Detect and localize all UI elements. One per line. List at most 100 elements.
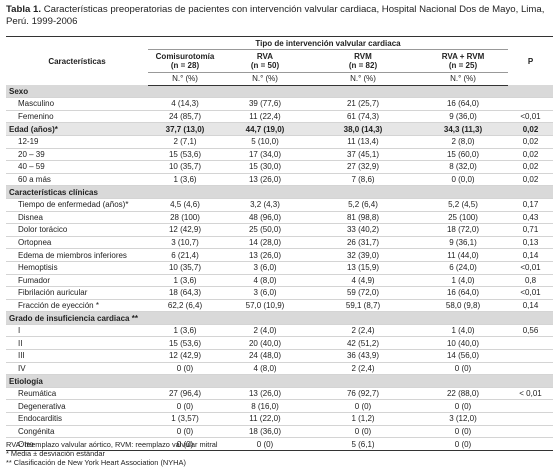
section-row: Sexo [6, 85, 553, 99]
value-cell: 13 (26,0) [222, 387, 308, 401]
unit-header: N.° (%) [418, 72, 508, 86]
column-header-line: (n = 50) [250, 61, 280, 70]
value-cell: 15 (60,0) [418, 148, 508, 162]
data-row: Ortopnea 3 (10,7) 14 (28,0) 26 (31,7) 9 (36,… [6, 236, 553, 250]
value-cell: 39 (77,6) [222, 97, 308, 111]
value-cell: 36 (43,9) [308, 349, 418, 363]
value-cell: 4,5 (4,6) [148, 198, 222, 212]
value-cell: 0 (0) [418, 362, 508, 376]
value-cell: 5 (6,1) [308, 437, 418, 451]
p-value-empty [508, 336, 553, 351]
row-label: Fumador [6, 274, 148, 288]
p-value: <0,01 [508, 261, 553, 275]
value-cell: 14 (28,0) [222, 236, 308, 250]
value-cell: 5 (10,0) [222, 135, 308, 149]
data-row: Fibrilación auricular 18 (64,3) 3 (6,0) 59 … [6, 286, 553, 300]
row-label: 12-19 [6, 135, 148, 149]
value-cell: 21 (25,7) [308, 97, 418, 111]
value-cell: 4 (14,3) [148, 97, 222, 111]
section-label: Sexo [6, 85, 553, 99]
p-value-empty [508, 362, 553, 376]
data-row: II 15 (53,6) 20 (40,0) 42 (51,2) 10 (40,0) [6, 336, 553, 351]
data-row: Femenino 24 (85,7) 11 (22,4) 61 (74,3) 9 (36… [6, 110, 553, 124]
row-label: I [6, 324, 148, 338]
value-cell: 1 (4,0) [418, 324, 508, 338]
value-cell: 5,2 (4,5) [418, 198, 508, 212]
value-cell: 1 (3,57) [148, 412, 222, 426]
data-row: Edema de miembros inferiores 6 (21,4) 13 (… [6, 248, 553, 262]
value-cell: 2 (2,4) [308, 324, 418, 338]
row-label: Endocarditis [6, 412, 148, 426]
row-label: IV [6, 362, 148, 376]
p-value-empty [508, 97, 553, 111]
table-header: Características Tipo de intervención valv… [6, 36, 553, 86]
value-cell: 6 (21,4) [148, 248, 222, 262]
p-value: 0,56 [508, 324, 553, 338]
value-cell: 44,7 (19,0) [222, 122, 308, 136]
p-value: 0,71 [508, 223, 553, 237]
footnote: ** Clasificación de New York Heart Assoc… [6, 458, 186, 467]
value-cell: 0 (0) [148, 362, 222, 376]
value-cell: 0 (0,0) [418, 173, 508, 187]
unit-header: N.° (%) [222, 72, 308, 86]
p-value: <0,01 [508, 286, 553, 300]
section-label: Grado de insuficiencia cardiaca ** [6, 311, 553, 325]
section-label: Características clínicas [6, 185, 553, 199]
p-value-empty [508, 349, 553, 363]
data-row: Endocarditis 1 (3,57) 11 (22,0) 1 (1,2) 3 (1… [6, 412, 553, 426]
row-label: Disnea [6, 211, 148, 225]
value-cell: 0 (0) [308, 399, 418, 414]
data-table: Características Tipo de intervención valv… [6, 36, 553, 451]
value-cell: 59,1 (8,7) [308, 299, 418, 313]
header-row: N.° (%) N.° (%) N.° (%) N.° (%) [6, 72, 553, 86]
value-cell: 2 (4,0) [222, 324, 308, 338]
column-header-line: Comisurotomía [155, 52, 215, 61]
p-value: <0,01 [508, 110, 553, 124]
header-row: Comisurotomía (n = 28) RVA (n = 50) RVM (n = … [6, 50, 553, 73]
value-cell: 27 (96,4) [148, 387, 222, 401]
value-cell: 37,7 (13,0) [148, 122, 222, 136]
section-label: Etiología [6, 374, 553, 388]
row-label: 20 – 39 [6, 148, 148, 162]
value-cell: 18 (64,3) [148, 286, 222, 300]
value-cell: 3 (10,7) [148, 236, 222, 250]
value-cell: 0 (0) [222, 437, 308, 451]
value-cell: 11 (22,4) [222, 110, 308, 124]
column-header-line: (n = 25) [448, 61, 478, 70]
row-label: Fibrilación auricular [6, 286, 148, 300]
p-value-empty [508, 399, 553, 414]
data-row: Masculino 4 (14,3) 39 (77,6) 21 (25,7) 16 (6… [6, 97, 553, 111]
value-cell: 32 (39,0) [308, 248, 418, 262]
header-cell: Tipo de intervención valvular cardiaca [148, 36, 508, 50]
column-header-line: (n = 82) [348, 61, 378, 70]
row-label: Reumática [6, 387, 148, 401]
value-cell: 0 (0) [308, 425, 418, 439]
value-cell: 10 (35,7) [148, 261, 222, 275]
row-label: Ortopnea [6, 236, 148, 250]
data-row: Edad (años)* 37,7 (13,0) 44,7 (19,0) 38,0 (… [6, 122, 553, 136]
data-row: Hemoptisis 10 (35,7) 3 (6,0) 13 (15,9) 6 (24… [6, 261, 553, 275]
value-cell: 4 (4,9) [308, 274, 418, 288]
value-cell: 15 (30,0) [222, 160, 308, 174]
value-cell: 8 (32,0) [418, 160, 508, 174]
value-cell: 13 (26,0) [222, 248, 308, 262]
value-cell: 24 (48,0) [222, 349, 308, 363]
row-label: Degenerativa [6, 399, 148, 414]
value-cell: 7 (8,6) [308, 173, 418, 187]
value-cell: 59 (72,0) [308, 286, 418, 300]
value-cell: 0 (0) [418, 437, 508, 451]
value-cell: 0 (0) [148, 399, 222, 414]
data-row: 40 – 59 10 (35,7) 15 (30,0) 27 (32,9) 8 (32,… [6, 160, 553, 174]
value-cell: 13 (15,9) [308, 261, 418, 275]
row-label: Otro [6, 437, 148, 451]
value-cell: 1 (4,0) [418, 274, 508, 288]
row-label: II [6, 336, 148, 351]
value-cell: 12 (42,9) [148, 349, 222, 363]
data-row: Fracción de eyección * 62,2 (6,4) 57,0 (10… [6, 299, 553, 313]
value-cell: 18 (36,0) [222, 425, 308, 439]
value-cell: 37 (45,1) [308, 148, 418, 162]
data-row: Degenerativa 0 (0) 8 (16,0) 0 (0) 0 (0) [6, 399, 553, 414]
data-row: III 12 (42,9) 24 (48,0) 36 (43,9) 14 (56,0) [6, 349, 553, 363]
data-row: 60 a más 1 (3,6) 13 (26,0) 7 (8,6) 0 (0,0) 0,… [6, 173, 553, 187]
